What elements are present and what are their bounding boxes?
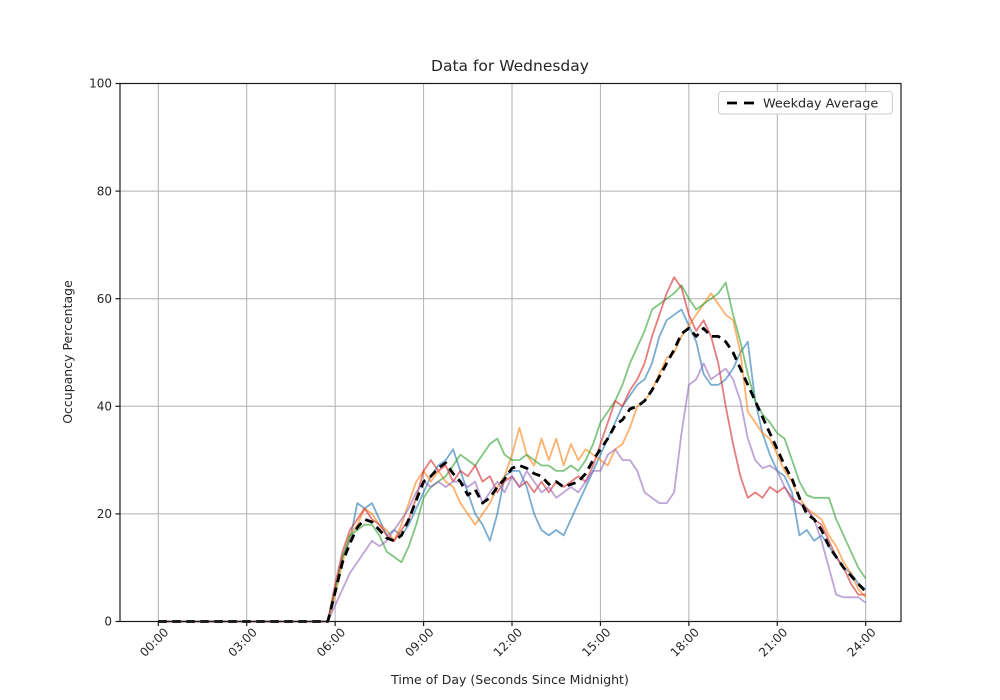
y-tick-label: 80 bbox=[97, 184, 112, 198]
axis-ticks-and-labels: 00:00 03:00 06:00 09:00 12:00 15:00 18:00 21:00… bbox=[89, 77, 879, 660]
gridlines bbox=[120, 83, 901, 622]
y-tick-label: 40 bbox=[97, 400, 112, 414]
x-axis-label: Time of Day (Seconds Since Midnight) bbox=[390, 672, 629, 687]
x-tick-label: 03:00 bbox=[225, 625, 259, 659]
legend-entry-label: Weekday Average bbox=[763, 97, 878, 112]
x-tick-label: 00:00 bbox=[137, 625, 171, 659]
x-tick-label: 24:00 bbox=[844, 625, 878, 659]
chart-title: Data for Wednesday bbox=[431, 57, 589, 75]
y-tick-label: 0 bbox=[104, 615, 112, 629]
y-tick-label: 100 bbox=[89, 77, 112, 91]
y-tick-label: 20 bbox=[97, 507, 112, 521]
x-tick-label: 15:00 bbox=[579, 625, 613, 659]
y-tick-label: 60 bbox=[97, 292, 112, 306]
x-tick-label: 12:00 bbox=[491, 625, 525, 659]
x-tick-label: 09:00 bbox=[402, 625, 436, 659]
plot-border bbox=[119, 82, 902, 623]
legend-frame bbox=[718, 91, 893, 115]
x-tick-label: 18:00 bbox=[668, 625, 702, 659]
x-tick-label: 06:00 bbox=[314, 625, 348, 659]
axes-spines bbox=[119, 82, 902, 623]
x-tick-label: 21:00 bbox=[756, 625, 790, 659]
legend-box: Weekday Average bbox=[718, 91, 893, 115]
y-axis-label: Occupancy Percentage bbox=[60, 280, 75, 424]
